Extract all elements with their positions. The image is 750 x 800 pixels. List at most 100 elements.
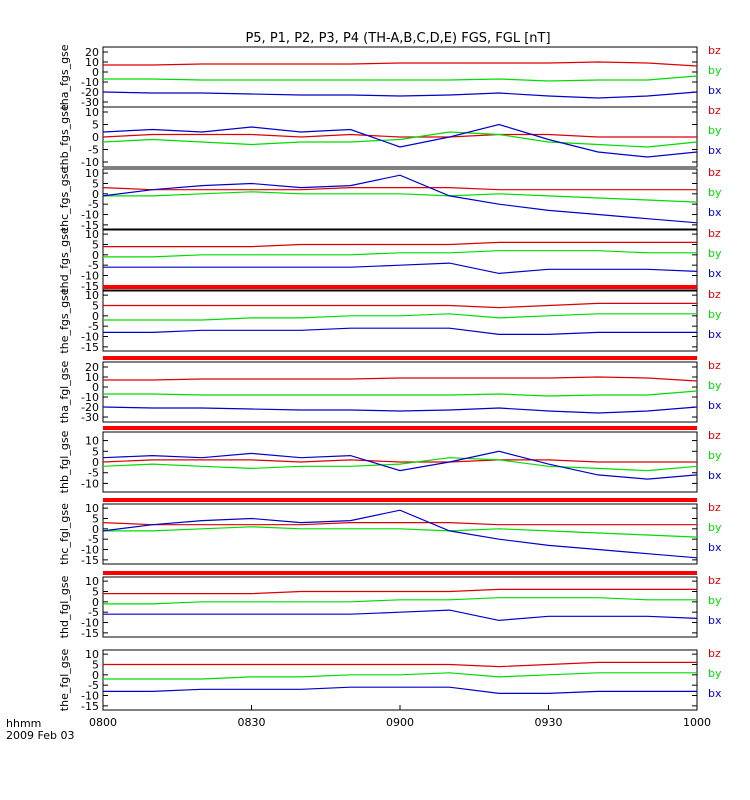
series-bz [103, 187, 697, 191]
series-by [103, 313, 697, 321]
y-tick-label: -5 [88, 259, 99, 272]
panel-frame [102, 503, 698, 565]
status-bar [103, 571, 697, 575]
panel-ylabel: the_fgl_gse [58, 649, 71, 712]
y-tick-label: 10 [85, 106, 99, 119]
legend-bx: bx [708, 84, 722, 97]
x-tick-label: 0930 [535, 716, 563, 729]
y-tick-label: -10 [81, 477, 99, 490]
x-tick-label: 1000 [683, 716, 711, 729]
y-tick-label: 10 [85, 371, 99, 384]
x-tick-label: 0830 [238, 716, 266, 729]
y-tick-label: 5 [92, 119, 99, 132]
panel-ylabel: thc_fgs_gse [58, 167, 71, 232]
y-tick-label: 0 [92, 249, 99, 262]
panel-frame [102, 576, 698, 638]
panel-frame [102, 168, 698, 230]
y-tick-label: -15 [81, 700, 99, 713]
panel-ylabel: the_fgs_gse [58, 288, 71, 353]
y-tick-label: 0 [92, 188, 99, 201]
panel-frame [102, 290, 698, 352]
status-bar [103, 498, 697, 502]
series-bz [103, 588, 697, 595]
y-tick-label: -5 [88, 679, 99, 692]
legend-by: by [708, 379, 722, 392]
legend-by: by [708, 308, 722, 321]
series-bz [103, 521, 697, 526]
y-tick-label: -15 [81, 280, 99, 293]
y-tick-label: -10 [81, 544, 99, 557]
chart-title: P5, P1, P2, P3, P4 (TH-A,B,C,D,E) FGS, F… [245, 31, 550, 46]
y-tick-label: -15 [81, 219, 99, 232]
y-tick-label: -20 [81, 401, 99, 414]
y-tick-label: -10 [81, 270, 99, 283]
y-tick-label: 20 [85, 46, 99, 59]
legend-bx: bx [708, 206, 722, 219]
panel-ylabel: thc_fgl_gse [58, 503, 71, 565]
series-bz [103, 459, 697, 463]
y-tick-label: 0 [92, 131, 99, 144]
y-tick-label: -10 [81, 76, 99, 89]
legend-bx: bx [708, 328, 722, 341]
series-by [103, 597, 697, 605]
x-tick-label: 0900 [386, 716, 414, 729]
legend-bx: bx [708, 399, 722, 412]
y-tick-label: 0 [92, 669, 99, 682]
y-tick-label: 10 [85, 56, 99, 69]
series-by [103, 526, 697, 538]
legend-by: by [708, 64, 722, 77]
series-bz [103, 241, 697, 248]
y-tick-label: 10 [85, 575, 99, 588]
y-tick-label: -10 [81, 331, 99, 344]
y-tick-label: 10 [85, 289, 99, 302]
y-tick-label: 10 [85, 167, 99, 180]
y-tick-label: -5 [88, 467, 99, 480]
series-bz [103, 661, 697, 668]
y-tick-label: 5 [92, 238, 99, 251]
legend-bz: bz [708, 227, 721, 240]
series-bx [103, 262, 697, 275]
legend-bx: bx [708, 469, 722, 482]
series-bx [103, 609, 697, 622]
status-bar [103, 356, 697, 360]
legend-by: by [708, 667, 722, 680]
legend-bx: bx [708, 267, 722, 280]
y-tick-label: 10 [85, 435, 99, 448]
legend-by: by [708, 186, 722, 199]
panel-ylabel: thb_fgs_gse [58, 104, 71, 170]
y-tick-label: 5 [92, 658, 99, 671]
y-tick-label: 0 [92, 456, 99, 469]
y-tick-label: 5 [92, 585, 99, 598]
y-tick-label: -15 [81, 341, 99, 354]
series-bx [103, 406, 697, 414]
y-tick-label: -5 [88, 144, 99, 157]
status-bar [103, 426, 697, 430]
series-bz [103, 133, 697, 138]
y-tick-label: -15 [81, 554, 99, 567]
series-bz [103, 376, 697, 382]
y-tick-label: 5 [92, 299, 99, 312]
legend-by: by [708, 449, 722, 462]
panel-ylabel: tha_fgs_gse [58, 44, 71, 109]
y-tick-label: -10 [81, 617, 99, 630]
series-by [103, 131, 697, 148]
y-tick-label: 0 [92, 66, 99, 79]
x-tick-label: 0800 [89, 716, 117, 729]
series-bx [103, 450, 697, 480]
panel-frame [102, 361, 698, 423]
series-by [103, 457, 697, 472]
legend-by: by [708, 124, 722, 137]
series-bx [103, 686, 697, 695]
y-tick-label: -30 [81, 411, 99, 424]
y-tick-label: -10 [81, 209, 99, 222]
y-tick-label: -15 [81, 627, 99, 640]
y-tick-label: -20 [81, 86, 99, 99]
